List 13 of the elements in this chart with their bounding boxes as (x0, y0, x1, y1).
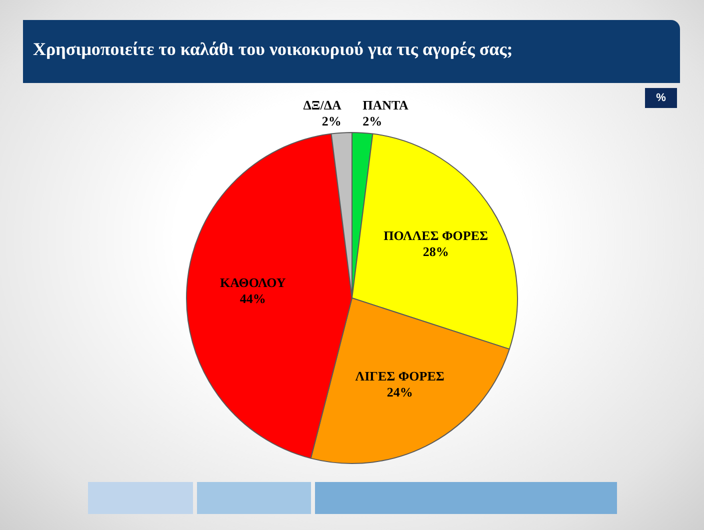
slice-label: ΛΙΓΕΣ ΦΟΡΕΣ (355, 368, 444, 384)
slice-label: ΠΑΝΤΑ (362, 98, 409, 113)
text: % (645, 88, 677, 108)
slice-label: ΚΑΘΟΛΟΥ (220, 275, 286, 290)
data-label: 2% (362, 114, 382, 129)
slice-label: ΔΞ/ΔΑ (303, 98, 342, 113)
data-label: 24% (386, 384, 413, 400)
data-label: 28% (422, 244, 449, 260)
chart-title: Χρησιμοποιείτε το καλάθι του νοικοκυριού για τις αγορές σας; (33, 39, 513, 60)
title-banner: Χρησιμοποιείτε το καλάθι του νοικοκυριού για τις αγορές σας; (23, 20, 680, 83)
data-label: 44% (240, 291, 266, 306)
slice-label: ΠΟΛΛΕΣ ΦΟΡΕΣ (384, 228, 488, 244)
data-label: 2% (322, 114, 342, 129)
